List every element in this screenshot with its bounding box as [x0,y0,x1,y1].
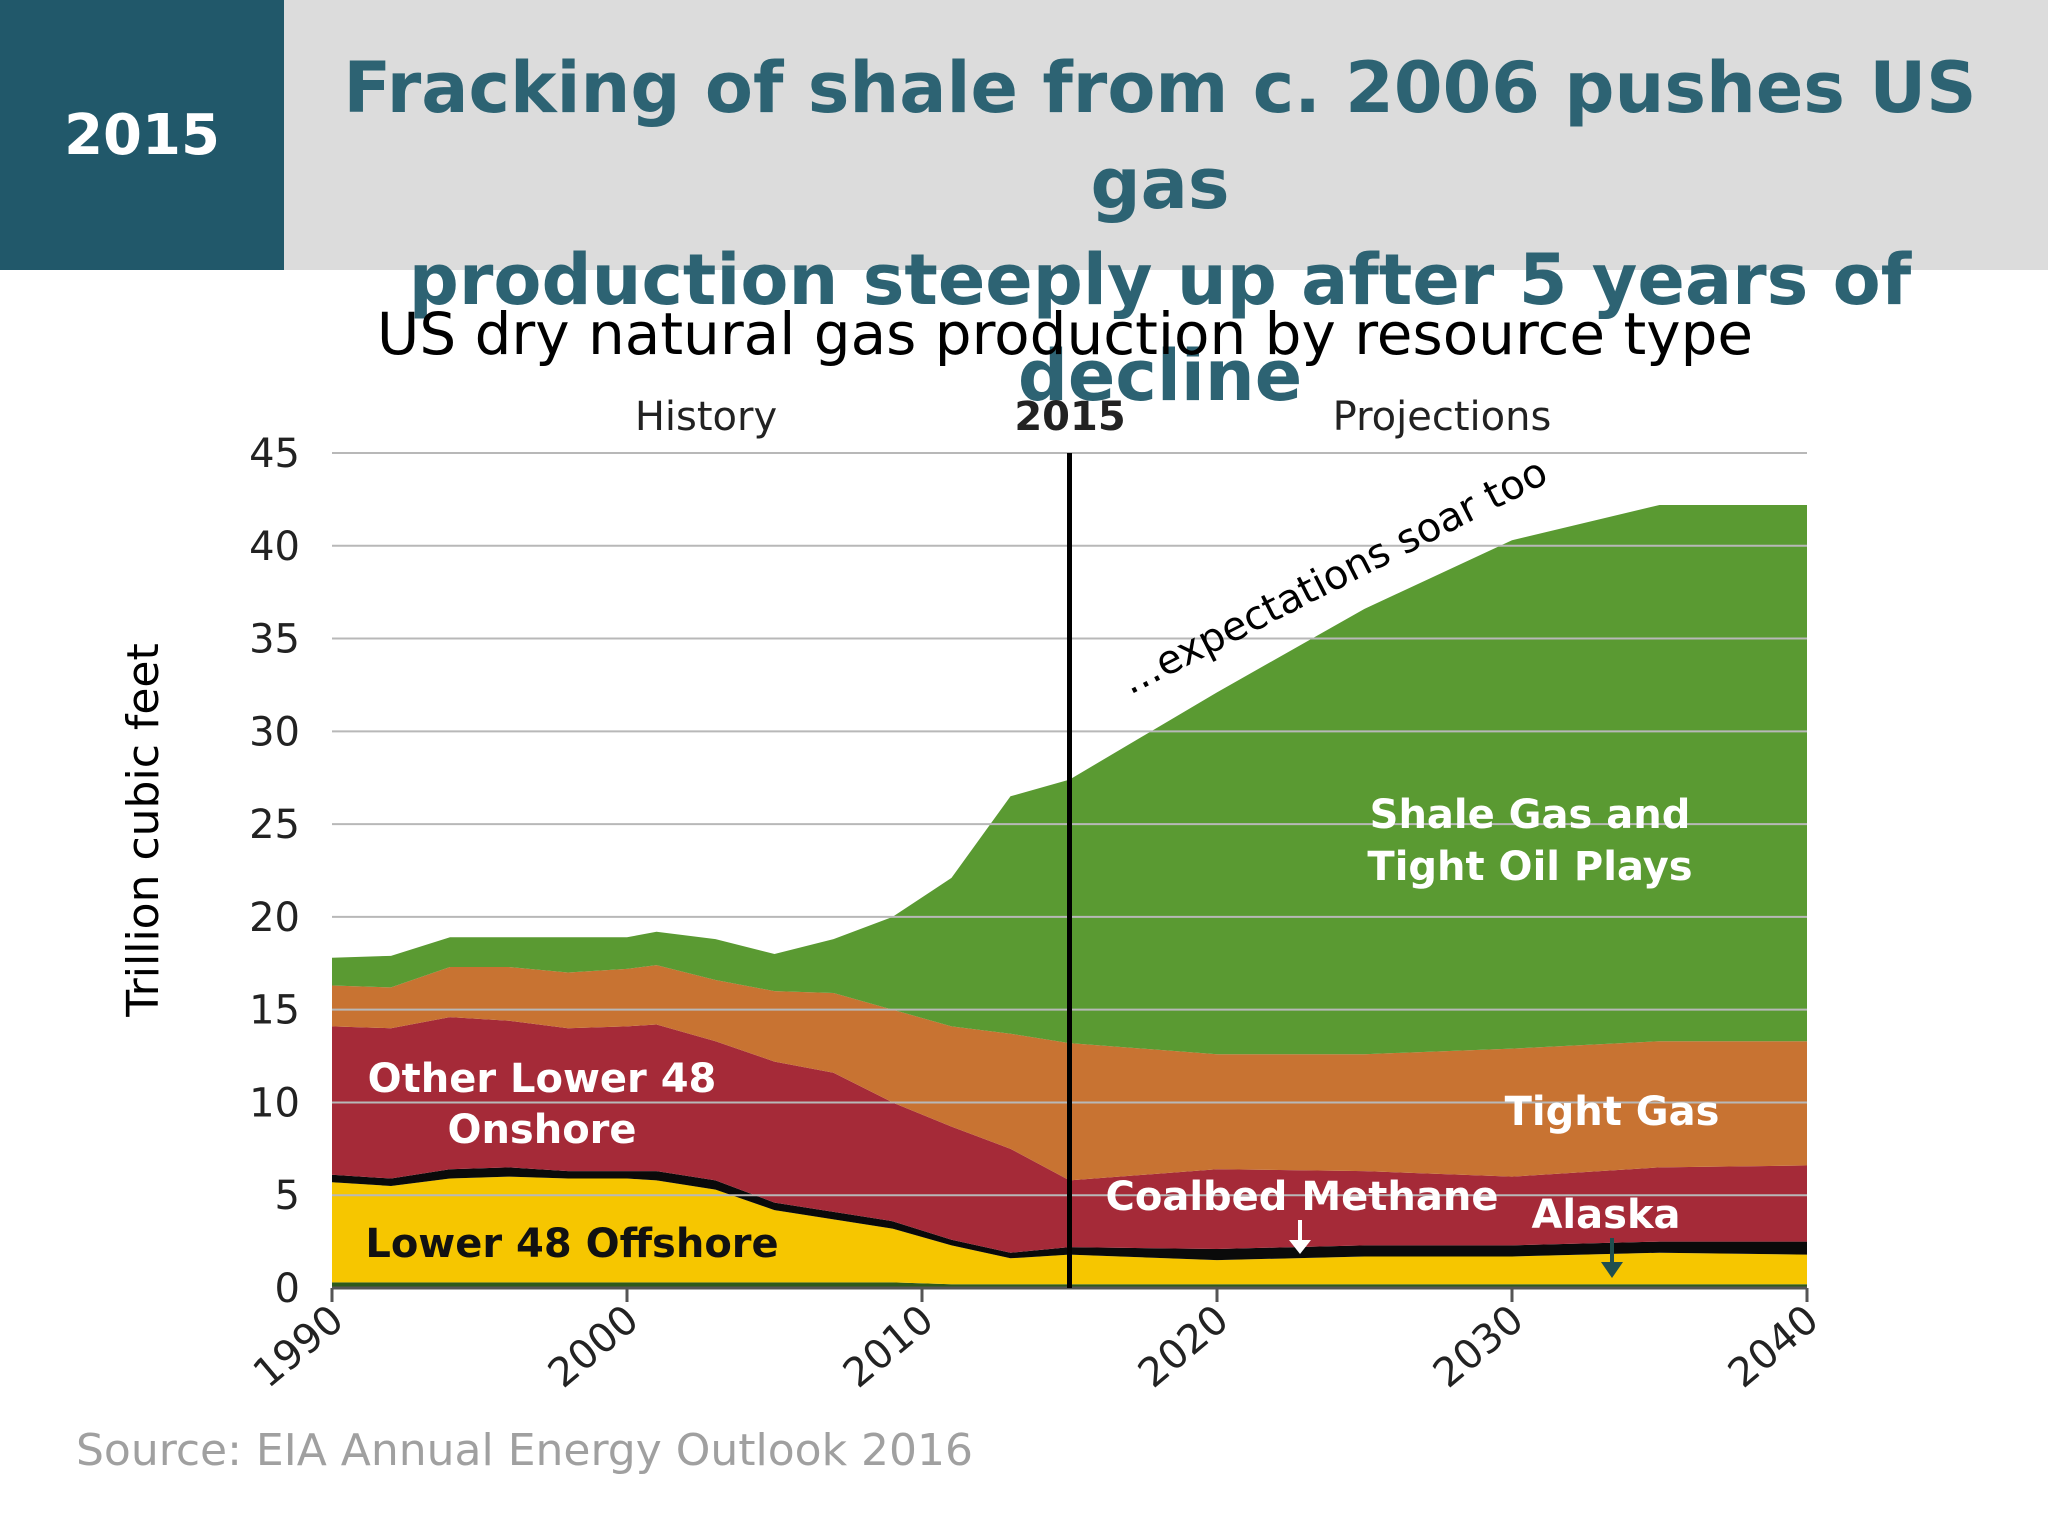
y-tick-25: 25 [249,802,300,848]
year-badge: 2015 [0,0,284,270]
y-axis-label: Trillion cubic feet [118,643,169,1017]
period-label-2015: 2015 [1014,394,1125,440]
x-tick-2000: 2000 [540,1296,648,1397]
label-other-lower48-line2: Onshore [447,1107,636,1153]
label-shale-line2: Tight Oil Plays [1367,844,1692,890]
period-label-history: History [635,394,777,440]
label-alaska: Alaska [1531,1192,1680,1238]
period-label-projections: Projections [1333,394,1552,440]
x-tick-2020: 2020 [1130,1296,1238,1397]
x-tick-2010: 2010 [835,1296,943,1397]
x-tick-labels: 1990 2000 2010 2020 2030 2040 [245,1296,1828,1397]
area-series-3 [332,1017,1807,1253]
y-tick-5: 5 [275,1173,300,1219]
alaska-arrow-icon [1601,1238,1623,1278]
x-tick-2030: 2030 [1425,1296,1533,1397]
header-band [0,0,2048,270]
y-tick-35: 35 [249,617,300,663]
x-tick-2040: 2040 [1720,1296,1828,1397]
y-tick-30: 30 [249,709,300,755]
label-coalbed-methane: Coalbed Methane [1106,1174,1499,1220]
y-tick-40: 40 [249,524,300,570]
y-tick-10: 10 [249,1080,300,1126]
headline-line-1: Fracking of shale from c. 2006 pushes US… [343,47,1977,225]
area-series-1 [332,1176,1807,1285]
headline: Fracking of shale from c. 2006 pushes US… [300,40,2020,424]
area-series-2 [332,1167,1807,1261]
label-other-lower48-line1: Other Lower 48 [368,1056,717,1102]
label-lower48-offshore: Lower 48 Offshore [365,1221,778,1267]
y-tick-0: 0 [275,1266,300,1312]
headline-line-2: production steeply up after 5 years of d… [408,239,1912,417]
chart-title: US dry natural gas production by resourc… [376,300,1754,368]
source-note: Source: EIA Annual Energy Outlook 2016 [76,1425,974,1476]
y-tick-20: 20 [249,895,300,941]
y-tick-15: 15 [249,988,300,1034]
coalbed-arrow-icon [1289,1220,1311,1254]
label-shale-line1: Shale Gas and [1370,792,1691,838]
y-tick-45: 45 [249,431,300,477]
label-tight-gas: Tight Gas [1505,1089,1720,1135]
axes [330,1286,1809,1302]
y-tick-labels: 0 5 10 15 20 25 30 35 40 45 [249,431,300,1312]
